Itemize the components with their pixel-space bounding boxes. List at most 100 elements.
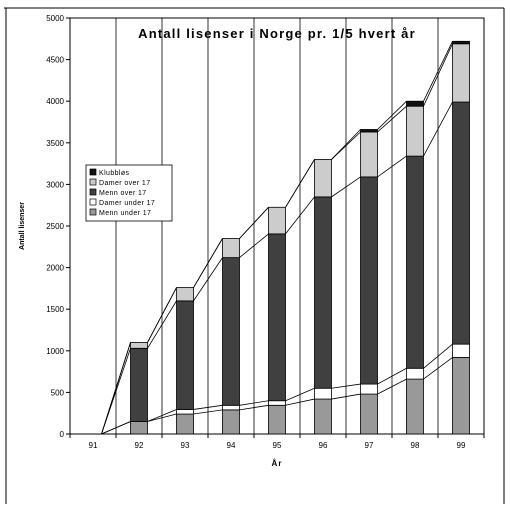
y-tick-label: 5000 xyxy=(46,14,64,23)
bar-segment xyxy=(176,300,194,410)
legend-swatch xyxy=(89,188,97,196)
series-connector xyxy=(377,155,407,178)
series-connector xyxy=(193,238,223,288)
series-connector xyxy=(101,342,131,435)
series-connector xyxy=(423,357,453,380)
legend-entry: Menn over 17 xyxy=(99,190,147,197)
bar-segment xyxy=(360,383,378,395)
legend-entry: Menn under 17 xyxy=(99,210,151,217)
x-tick-label: 94 xyxy=(227,441,236,450)
bar-segment xyxy=(452,101,470,345)
series-connector xyxy=(331,129,361,160)
series-connector-lines xyxy=(101,41,453,435)
legend-swatch xyxy=(89,198,97,206)
bar-segment xyxy=(314,159,332,198)
series-connector xyxy=(377,367,407,385)
series-connector xyxy=(239,233,269,258)
series-connector xyxy=(147,300,177,349)
bar-segment xyxy=(452,357,470,435)
series-connector xyxy=(147,287,177,343)
x-tick-label: 95 xyxy=(273,441,282,450)
bar-segment xyxy=(452,43,470,103)
bar-segment xyxy=(406,155,424,369)
series-connector xyxy=(285,159,315,208)
bar-segment xyxy=(406,105,424,157)
series-connector xyxy=(423,41,453,102)
x-tick-label: 93 xyxy=(181,441,190,450)
legend-swatch xyxy=(89,208,97,216)
y-tick-label: 1000 xyxy=(46,347,64,356)
series-connector xyxy=(193,409,223,415)
series-connector xyxy=(285,398,315,406)
y-tick-label: 3000 xyxy=(46,180,64,189)
bar-segment xyxy=(360,176,378,385)
y-tick-label: 2000 xyxy=(46,264,64,273)
y-tick-label: 3500 xyxy=(46,139,64,148)
x-tick-label: 98 xyxy=(411,441,420,450)
series-connector xyxy=(101,421,131,435)
bar-segment xyxy=(176,409,194,415)
series-connector xyxy=(147,413,177,422)
legend-entry: Damer under 17 xyxy=(99,200,155,207)
y-tick-label: 500 xyxy=(51,388,65,397)
bar-segment xyxy=(452,343,470,358)
bar-segment xyxy=(314,398,332,435)
series-connector xyxy=(285,387,315,402)
bar-segment xyxy=(314,196,332,389)
bar-segment xyxy=(222,238,240,259)
legend: Klubbløs Damer over 17 Menn over 17 Damer u… xyxy=(85,164,173,222)
gridlines xyxy=(115,18,439,434)
series-connector xyxy=(331,393,361,400)
bar-segment xyxy=(406,100,424,107)
series-connector xyxy=(331,383,361,389)
y-axis: 0 500 1000 1500 2000 2500 3000 3500 4000 4500 5000 xyxy=(46,14,70,439)
y-tick-label: 4000 xyxy=(46,97,64,106)
series-connector xyxy=(377,100,407,130)
bars xyxy=(130,40,470,435)
bar-segment xyxy=(268,233,286,402)
bar-segment xyxy=(268,206,286,235)
bar-segment xyxy=(268,404,286,435)
x-axis: 91 92 93 94 95 96 97 98 99 xyxy=(69,434,485,450)
legend-swatch xyxy=(89,168,97,176)
bar-segment xyxy=(360,131,378,178)
bar-segment xyxy=(130,347,148,422)
legend-entry: Damer over 17 xyxy=(99,180,151,187)
series-connector xyxy=(377,378,407,395)
bar-segment xyxy=(222,409,240,435)
x-tick-label: 92 xyxy=(135,441,144,450)
x-tick-label: 91 xyxy=(89,441,98,450)
legend-box xyxy=(85,164,173,222)
series-connector xyxy=(377,105,407,133)
series-connector xyxy=(193,257,223,302)
series-connector xyxy=(331,176,361,198)
series-connector xyxy=(147,409,177,422)
bar-segment xyxy=(222,257,240,406)
series-connector xyxy=(423,101,453,157)
x-tick-label: 96 xyxy=(319,441,328,450)
series-connector xyxy=(285,196,315,235)
series-connector xyxy=(239,400,269,406)
bar-segment xyxy=(268,400,286,406)
series-connector xyxy=(193,404,223,410)
x-axis-label: År xyxy=(272,459,283,468)
bar-segment xyxy=(130,421,148,435)
series-connector xyxy=(423,43,453,107)
series-connector xyxy=(423,343,453,369)
legend-entry: Klubbløs xyxy=(99,170,130,177)
y-tick-label: 1500 xyxy=(46,305,64,314)
legend-swatch xyxy=(89,178,97,186)
x-tick-label: 97 xyxy=(365,441,374,450)
chart-title: Antall lisenser i Norge pr. 1/5 hvert år xyxy=(138,26,416,41)
bar-segment xyxy=(314,387,332,400)
y-tick-label: 4500 xyxy=(46,56,64,65)
series-connector xyxy=(239,207,269,239)
bar-segment xyxy=(406,378,424,435)
x-tick-label: 99 xyxy=(457,441,466,450)
bar-segment xyxy=(360,129,378,133)
bar-segment xyxy=(176,287,194,302)
y-tick-label: 0 xyxy=(60,430,65,439)
bar-segment xyxy=(176,413,194,435)
